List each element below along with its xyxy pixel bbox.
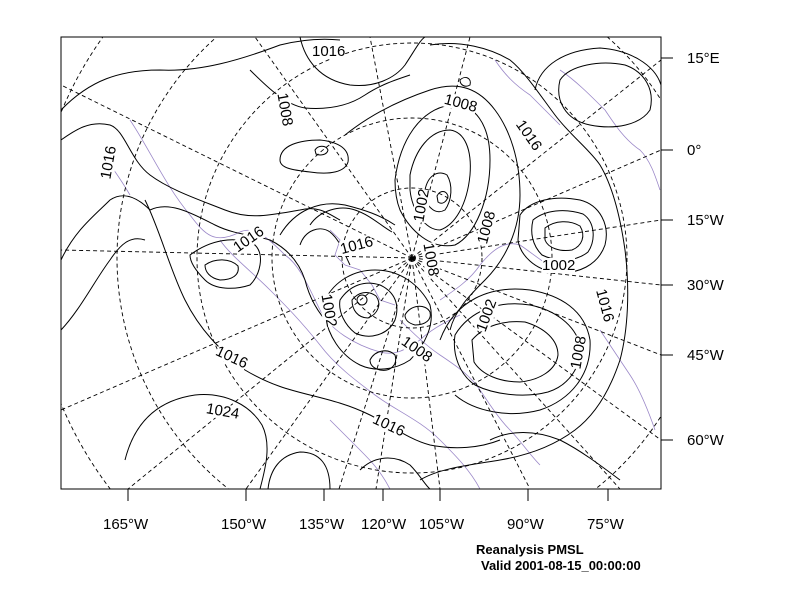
map-frame <box>60 36 662 490</box>
lat-label: 15°E <box>687 50 720 67</box>
graticule <box>61 37 661 489</box>
caption-title: Reanalysis PMSL <box>476 542 584 557</box>
contour-label: 1016 <box>312 43 346 60</box>
lon-label: 120°W <box>361 516 407 533</box>
lon-label: 105°W <box>419 516 465 533</box>
axis-ticks <box>127 57 673 501</box>
lat-label: 15°W <box>687 212 724 229</box>
lon-label: 150°W <box>221 516 267 533</box>
lat-label: 30°W <box>687 277 724 294</box>
contour-label: 1002 <box>542 257 576 274</box>
lon-label: 165°W <box>103 516 149 533</box>
lat-label: 0° <box>687 142 702 159</box>
lon-label: 75°W <box>587 516 624 533</box>
lon-label: 90°W <box>507 516 544 533</box>
lon-label: 135°W <box>299 516 345 533</box>
lat-label: 45°W <box>687 347 724 364</box>
lat-label: 60°W <box>687 432 724 449</box>
caption-valid-time: Valid 2001-08-15_00:00:00 <box>481 558 641 573</box>
